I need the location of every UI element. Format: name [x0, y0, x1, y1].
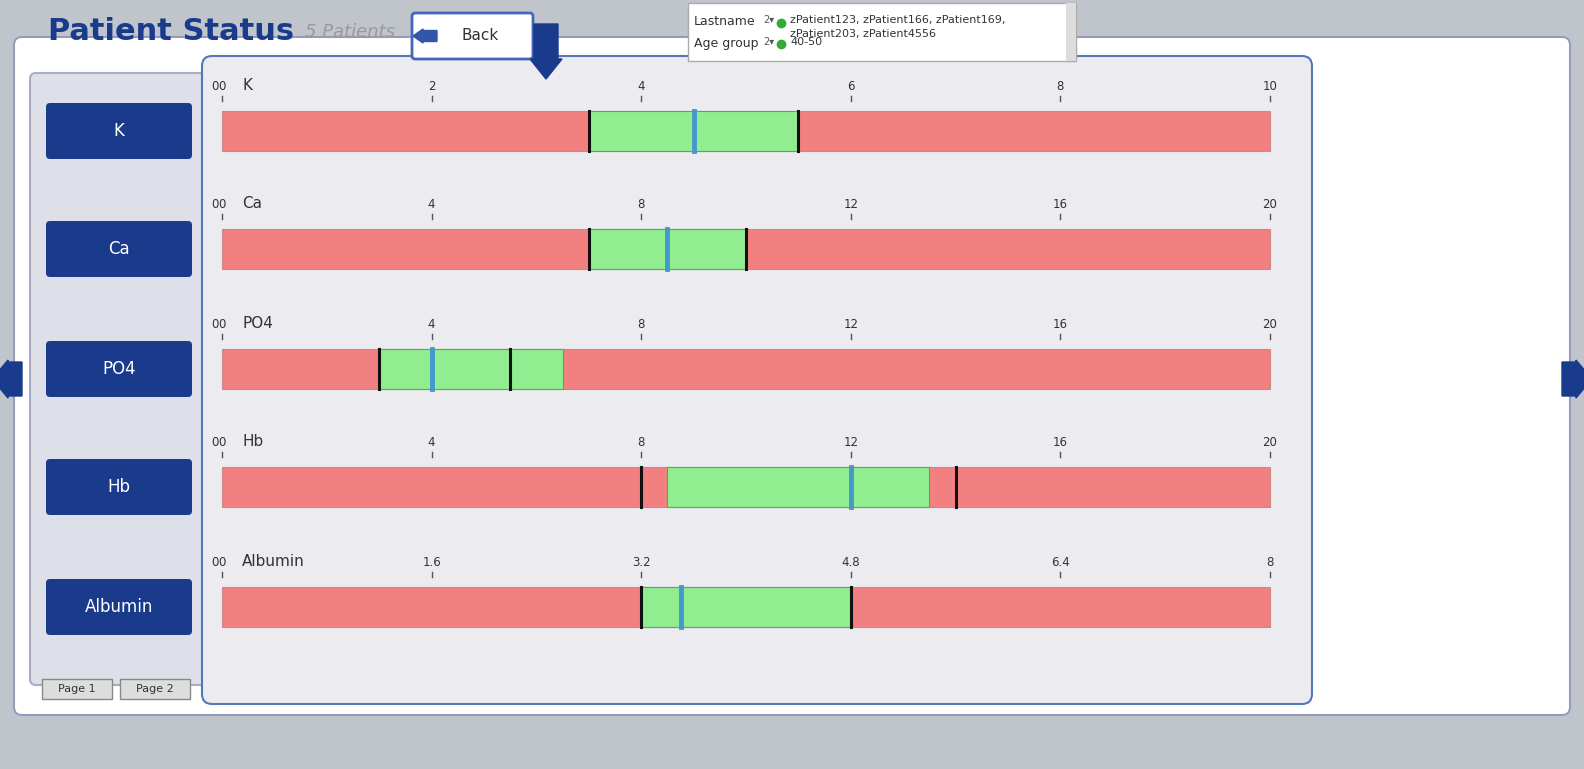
Text: 0: 0	[219, 80, 225, 93]
Text: 12: 12	[843, 318, 859, 331]
Text: 40-50: 40-50	[790, 37, 822, 47]
Text: 6: 6	[847, 80, 854, 93]
Text: 0: 0	[212, 436, 219, 449]
Text: 0: 0	[212, 556, 219, 569]
FancyArrow shape	[0, 360, 22, 398]
Text: K: K	[114, 122, 125, 140]
Text: 2▾: 2▾	[763, 37, 775, 47]
Text: Lastname: Lastname	[694, 15, 756, 28]
Text: 20: 20	[1262, 198, 1277, 211]
Bar	[222, 229, 1270, 269]
Text: 4: 4	[428, 436, 436, 449]
Text: 4: 4	[428, 198, 436, 211]
Text: 0: 0	[219, 556, 225, 569]
FancyArrow shape	[413, 29, 437, 43]
Text: 8: 8	[1057, 80, 1064, 93]
Bar	[667, 467, 930, 507]
Text: Albumin: Albumin	[86, 598, 154, 616]
Text: 6.4: 6.4	[1052, 556, 1069, 569]
Text: Page 2: Page 2	[136, 684, 174, 694]
Text: 0: 0	[219, 198, 225, 211]
Text: 8: 8	[1266, 556, 1274, 569]
Bar	[222, 467, 1270, 507]
Text: 0: 0	[212, 318, 219, 331]
Text: Patient Status: Patient Status	[48, 18, 295, 46]
Text: 8: 8	[637, 436, 645, 449]
Text: 8: 8	[637, 318, 645, 331]
Bar	[1066, 3, 1076, 61]
Text: Hb: Hb	[242, 434, 263, 449]
Text: Albumin: Albumin	[242, 554, 304, 569]
Text: Ca: Ca	[108, 240, 130, 258]
Text: Ca: Ca	[242, 196, 261, 211]
Text: Age group: Age group	[694, 37, 759, 50]
Bar	[222, 111, 1270, 151]
FancyBboxPatch shape	[46, 221, 192, 277]
Text: 20: 20	[1262, 436, 1277, 449]
Text: 0: 0	[212, 80, 219, 93]
FancyArrow shape	[531, 24, 562, 79]
Text: PO4: PO4	[242, 316, 272, 331]
Text: 0: 0	[212, 198, 219, 211]
Text: 16: 16	[1053, 198, 1068, 211]
Text: 2▾: 2▾	[763, 15, 775, 25]
FancyBboxPatch shape	[412, 13, 532, 59]
Text: 3.2: 3.2	[632, 556, 651, 569]
Text: 0: 0	[219, 318, 225, 331]
Text: Page 1: Page 1	[59, 684, 95, 694]
Bar	[222, 587, 1270, 627]
FancyBboxPatch shape	[14, 37, 1570, 715]
Text: 20: 20	[1262, 318, 1277, 331]
FancyBboxPatch shape	[46, 579, 192, 635]
Text: zPatient203, zPatient4556: zPatient203, zPatient4556	[790, 29, 936, 39]
FancyBboxPatch shape	[30, 73, 208, 685]
Text: 16: 16	[1053, 318, 1068, 331]
Text: 4: 4	[428, 318, 436, 331]
Bar	[642, 587, 851, 627]
Text: 12: 12	[843, 436, 859, 449]
FancyBboxPatch shape	[46, 103, 192, 159]
Text: 2: 2	[428, 80, 436, 93]
FancyArrow shape	[1562, 360, 1584, 398]
Text: 4: 4	[637, 80, 645, 93]
FancyBboxPatch shape	[203, 56, 1312, 704]
Bar	[379, 349, 562, 389]
Bar	[222, 349, 1270, 389]
Text: zPatient123, zPatient166, zPatient169,: zPatient123, zPatient166, zPatient169,	[790, 15, 1006, 25]
FancyBboxPatch shape	[46, 459, 192, 515]
Text: 0: 0	[219, 436, 225, 449]
Text: 8: 8	[637, 198, 645, 211]
Bar	[589, 229, 746, 269]
Text: 10: 10	[1262, 80, 1277, 93]
Text: K: K	[242, 78, 252, 93]
FancyBboxPatch shape	[46, 341, 192, 397]
Text: 12: 12	[843, 198, 859, 211]
Text: Back: Back	[463, 28, 499, 44]
Text: Hb: Hb	[108, 478, 130, 496]
Text: 4.8: 4.8	[841, 556, 860, 569]
Bar	[687, 3, 1076, 61]
Text: 16: 16	[1053, 436, 1068, 449]
Bar	[589, 111, 798, 151]
Text: 5 Patients: 5 Patients	[306, 23, 394, 41]
Text: 1.6: 1.6	[423, 556, 440, 569]
Text: PO4: PO4	[103, 360, 136, 378]
Bar	[120, 679, 190, 699]
Bar	[43, 679, 112, 699]
